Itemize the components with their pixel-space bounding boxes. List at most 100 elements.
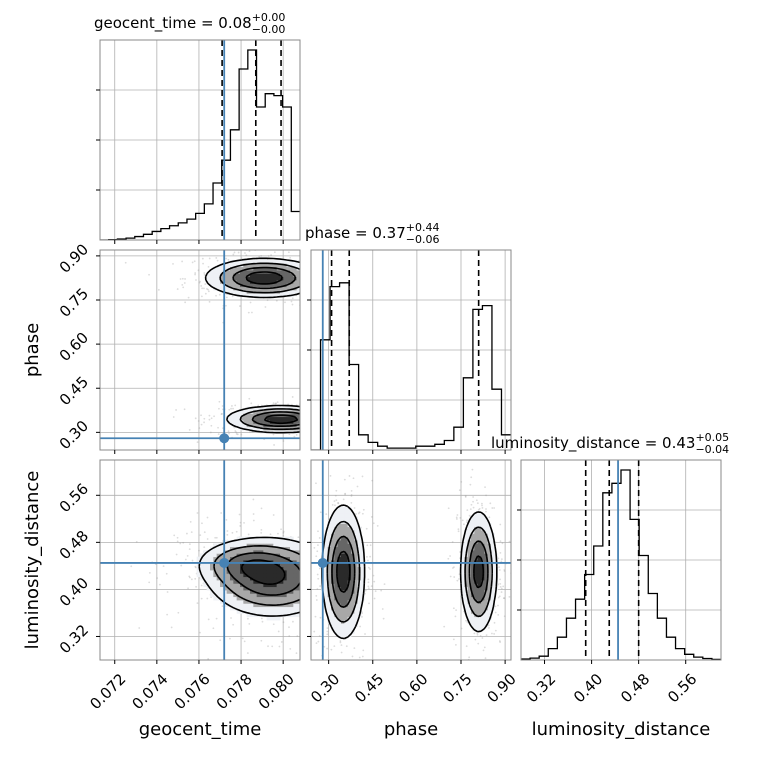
sample-point [326,627,329,629]
density-cell [270,546,274,551]
sample-point [238,244,240,246]
density-cell [266,613,271,618]
density-cell [266,616,271,621]
density-cell [471,596,475,601]
sample-point [302,618,304,620]
density-cell [341,516,345,521]
sample-point [282,531,285,534]
sample-point [208,300,211,303]
sample-point [315,564,317,566]
density-cell [220,583,224,588]
density-cell [226,280,231,284]
sample-point [213,415,215,418]
density-cell [286,266,291,271]
density-cell [236,266,241,271]
density-cell [347,553,352,558]
density-cell [477,563,482,568]
density-cell [296,613,300,618]
density-cell [220,593,224,598]
density-cell [223,553,228,558]
density-cell [296,596,300,601]
density-cell [233,593,238,598]
density-cell [220,573,224,578]
sample-point [340,644,343,646]
density-cell [347,630,352,634]
sample-point [334,669,336,671]
density-cell [276,610,281,614]
density-cell [283,276,288,281]
density-cell [286,596,291,601]
sample-point [181,260,184,263]
density-cell [467,526,472,531]
density-cell [236,576,241,581]
sample-point [481,506,484,509]
density-cell [220,283,224,288]
density-cell [467,606,472,611]
density-cell [334,516,339,521]
density-cell [290,273,294,278]
sample-point [368,602,370,605]
density-cell [280,573,284,578]
density-cell [240,260,244,264]
sample-point [481,502,483,505]
sample-point [353,647,356,650]
density-cell [341,510,345,514]
density-cell [461,580,465,584]
sample-point [233,426,236,429]
density-cell [273,556,278,561]
density-cell [344,566,349,571]
density-cell [270,580,274,584]
sample-point [501,542,504,545]
density-cell [357,600,362,604]
sample-point [489,502,492,505]
sample-point [369,412,371,414]
density-cell [481,536,485,541]
density-cell [286,540,291,544]
density-cell [471,533,475,538]
density-cell [270,263,274,268]
sample-point [331,503,334,506]
density-cell [296,273,300,278]
sample-point [303,438,305,440]
sample-point [215,536,218,539]
density-cell [331,566,335,571]
sample-point [291,297,294,300]
sample-point [318,670,320,672]
density-cell [354,546,359,551]
sample-point [196,512,199,514]
density-cell [474,516,479,521]
density-cell [260,266,264,271]
sample-point [277,532,279,535]
sample-point [326,418,328,420]
density-cell [243,273,248,278]
density-cell [351,623,355,628]
density-cell [276,270,281,274]
density-cell [286,576,291,581]
sample-point [288,626,290,629]
density-cell [283,270,288,274]
sample-point [318,567,321,570]
density-cell [293,270,298,274]
density-cell [263,556,268,561]
sample-point [232,623,235,626]
density-cell [344,606,349,611]
sample-point [352,477,355,480]
density-cell [477,613,482,618]
density-cell [226,590,231,594]
density-cell [337,600,342,604]
sample-point [273,444,275,446]
sample-point [273,251,276,254]
density-cell [256,583,261,588]
density-cell [347,543,352,548]
density-cell [213,273,218,278]
density-cell [240,576,244,581]
density-cell [243,276,248,281]
density-cell [210,276,214,281]
sample-point [360,411,362,413]
density-cell [471,536,475,541]
density-cell [233,413,238,418]
sample-point [195,279,197,281]
density-cell [240,273,244,278]
density-cell [273,550,278,554]
density-cell [286,573,291,578]
